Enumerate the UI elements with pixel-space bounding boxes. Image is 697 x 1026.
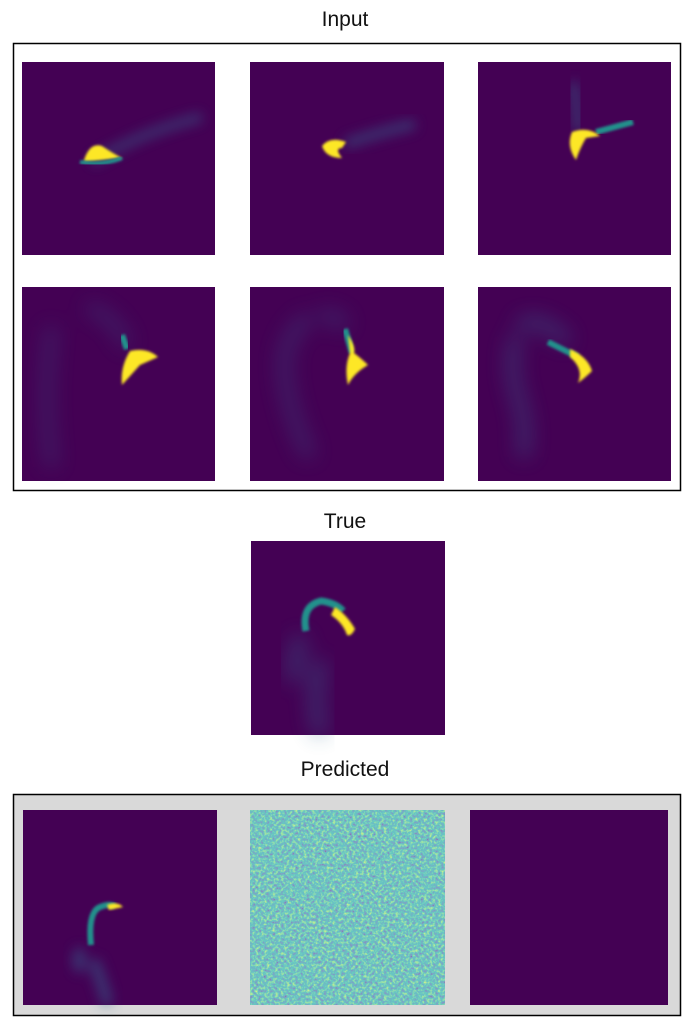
true-title: True: [324, 510, 366, 533]
true-image: [251, 541, 445, 735]
input-image: [22, 62, 215, 255]
predicted-image: [250, 810, 445, 1005]
predicted-image: [23, 810, 217, 1005]
input-image: [22, 287, 215, 481]
input-image: [478, 287, 671, 481]
predicted-title: Predicted: [301, 758, 390, 781]
input-image: [250, 62, 444, 255]
input-image: [250, 287, 444, 481]
predicted-image: [470, 810, 668, 1005]
page: Input True: [0, 0, 697, 1021]
figure: Input True: [0, 0, 697, 1021]
input-title: Input: [322, 8, 369, 31]
input-image: [478, 62, 671, 255]
